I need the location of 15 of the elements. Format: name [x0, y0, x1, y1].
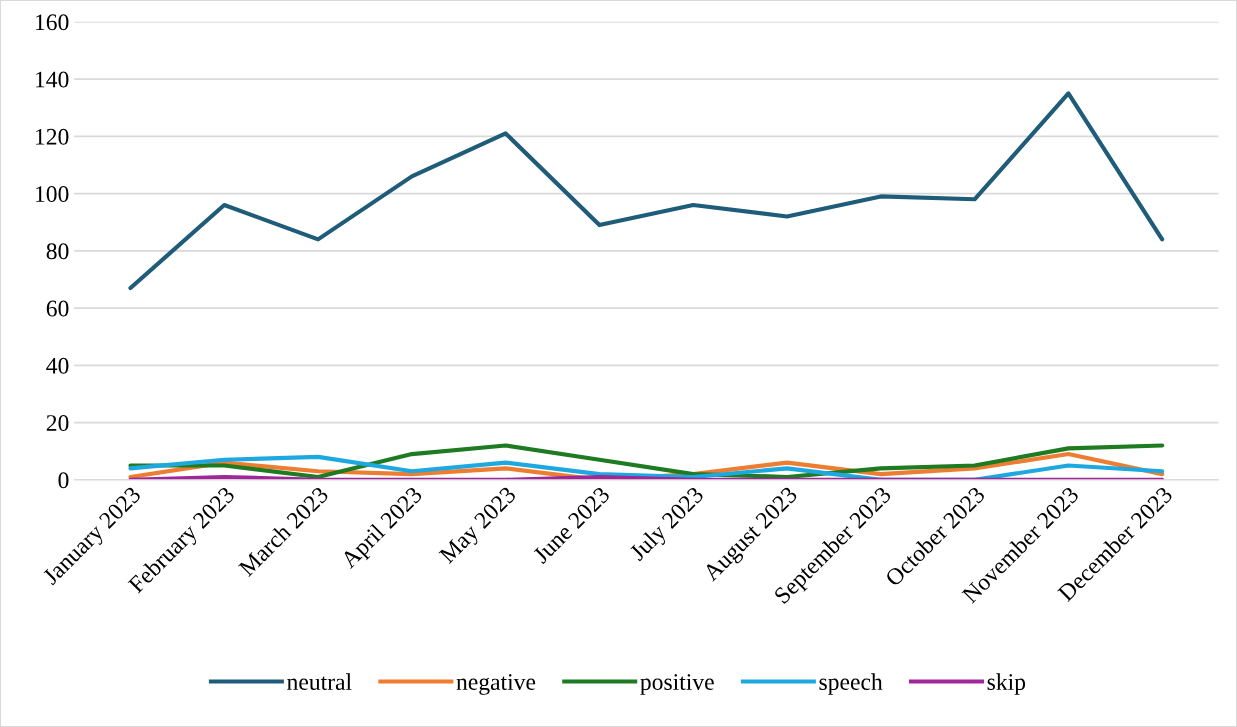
y-tick-label: 80 [46, 243, 69, 260]
y-tick-label: 60 [46, 300, 69, 317]
legend-label: speech [819, 673, 883, 695]
line-series [128, 91, 1165, 291]
y-tick-label: 100 [36, 186, 69, 202]
legend-label: positive [640, 674, 714, 695]
y-tick-label: 40 [46, 357, 69, 374]
legend-label: skip [987, 673, 1026, 695]
y-tick-label: 140 [36, 71, 69, 88]
y-tick-label: 20 [46, 415, 69, 431]
y-tick-label: 0 [58, 472, 69, 489]
y-tick-label: 160 [36, 14, 69, 31]
legend-label: negative [456, 674, 536, 695]
y-tick-label: 120 [36, 128, 69, 145]
legend-label: neutral [287, 673, 352, 690]
